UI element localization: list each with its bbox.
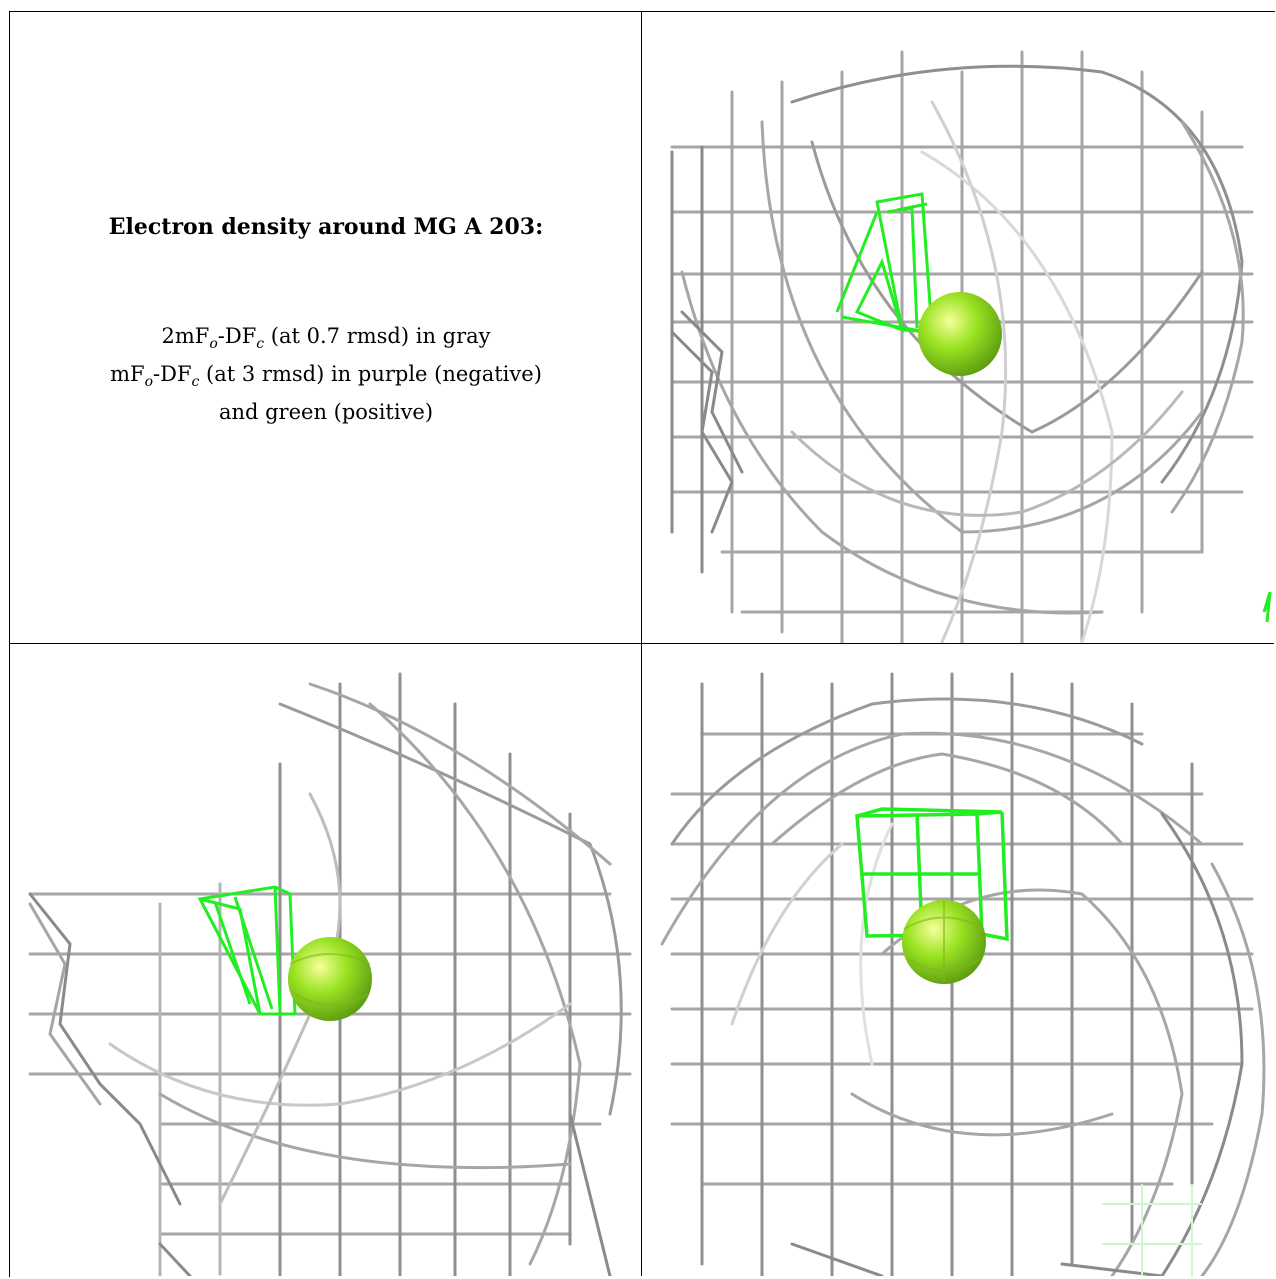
green-mesh [197, 885, 297, 1016]
green-mesh [835, 192, 934, 334]
caption-title: Electron density around MG A 203: [108, 214, 544, 240]
density-view-3 [660, 672, 1266, 1276]
density-view-1 [670, 50, 1272, 643]
gray-mesh [670, 50, 1254, 643]
caption-line-fofc: mFo-DFc (at 3 rmsd) in purple (negative) [110, 362, 542, 391]
mg-ion-sphere [288, 937, 372, 1021]
green-mesh-fragment [1262, 591, 1272, 623]
gray-mesh [28, 672, 632, 1276]
caption-line-2fofc: 2mFo-DFc (at 0.7 rmsd) in gray [161, 324, 491, 353]
caption-line-colors: and green (positive) [218, 400, 434, 424]
figure-table: Electron density around MG A 203: 2mFo-D… [9, 11, 1275, 1277]
mg-ion-sphere [918, 292, 1002, 376]
green-mesh-fragment [1102, 1184, 1202, 1276]
caption-cell: Electron density around MG A 203: 2mFo-D… [10, 12, 642, 644]
density-panel-3 [642, 644, 1274, 1276]
density-panel-2 [10, 644, 642, 1276]
density-panel-1 [642, 12, 1274, 644]
density-view-2 [28, 672, 632, 1276]
